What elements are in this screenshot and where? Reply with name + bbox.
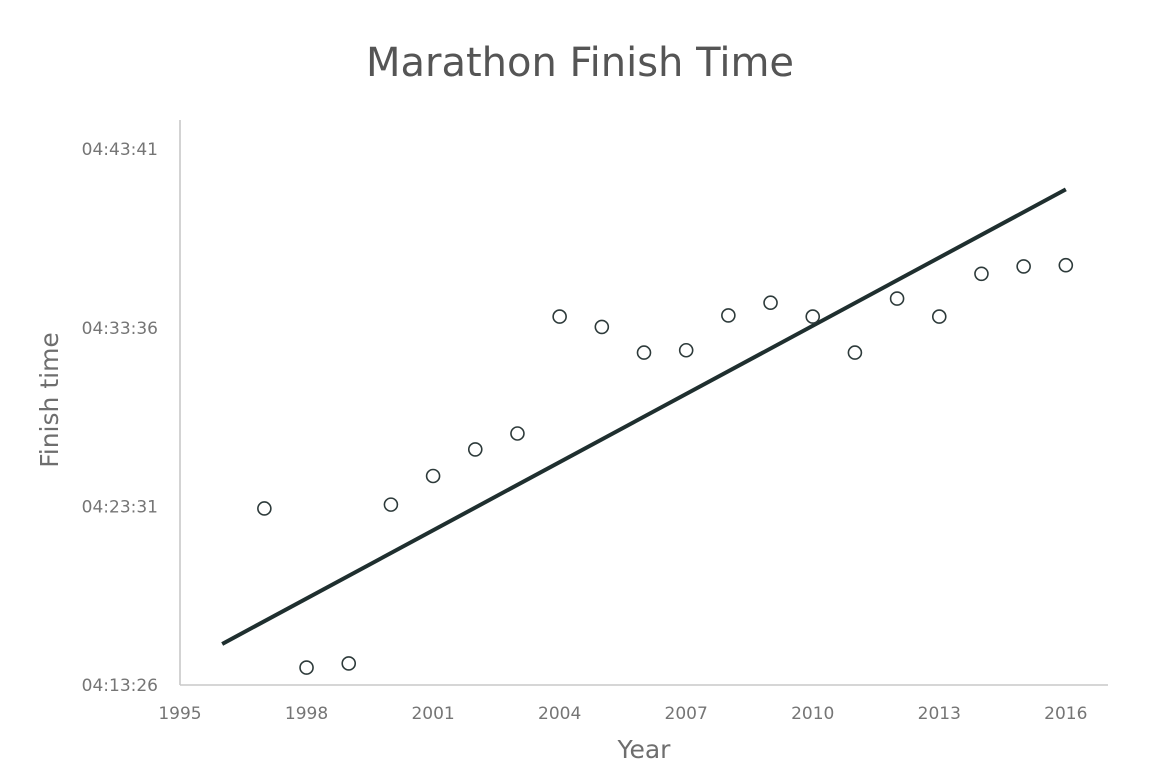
data-points	[257, 257, 1074, 675]
data-point	[594, 319, 610, 335]
trendline	[221, 187, 1067, 646]
x-tick-label: 2016	[1044, 704, 1087, 724]
data-point	[805, 309, 821, 324]
data-point	[721, 308, 736, 323]
x-tick-label: 2001	[411, 704, 454, 724]
y-tick-label: 04:13:26	[82, 676, 158, 696]
data-point	[341, 656, 357, 671]
data-point	[299, 660, 314, 675]
y-tick-label: 04:23:31	[82, 497, 158, 517]
data-point	[636, 345, 652, 360]
data-point	[383, 497, 399, 512]
x-tick-labels: 1995 1998 2001 2004 2007 2010 2013 2016	[158, 704, 1087, 724]
x-tick-label: 2010	[791, 704, 834, 724]
x-tick-label: 1998	[285, 704, 328, 724]
x-tick-label: 2013	[918, 704, 961, 724]
data-point	[1058, 257, 1074, 273]
x-tick-label: 1995	[158, 704, 201, 724]
data-point	[847, 345, 863, 360]
data-point	[931, 309, 947, 324]
chart-title: Marathon Finish Time	[366, 40, 794, 86]
data-point	[257, 501, 272, 516]
data-point	[425, 468, 441, 484]
y-tick-labels: 04:13:26 04:23:31 04:33:36 04:43:41	[82, 140, 158, 696]
data-point	[510, 426, 525, 441]
data-point	[974, 266, 989, 282]
y-axis-title: Finish time	[35, 332, 64, 468]
x-tick-label: 2004	[538, 704, 581, 724]
x-tick-label: 2007	[665, 704, 708, 724]
y-tick-label: 04:43:41	[82, 140, 158, 160]
data-point	[763, 295, 778, 311]
data-point	[552, 309, 567, 324]
data-point	[1016, 259, 1031, 274]
data-point	[678, 342, 694, 358]
data-point	[467, 442, 483, 457]
y-tick-label: 04:33:36	[82, 319, 158, 339]
data-point	[889, 291, 905, 306]
x-axis-title: Year	[617, 735, 672, 764]
